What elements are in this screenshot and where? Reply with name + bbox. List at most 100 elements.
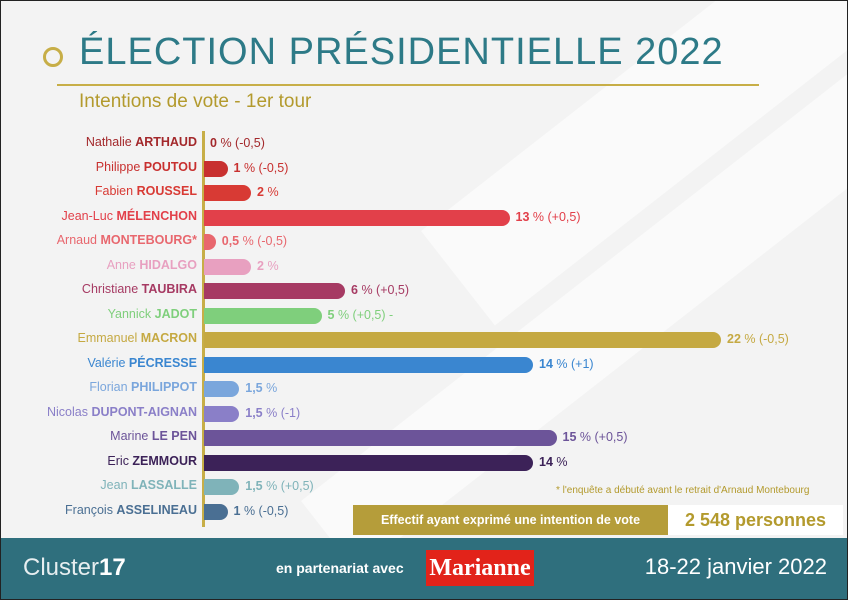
vote-delta: %	[267, 258, 279, 273]
candidate-first-name: Philippe	[95, 159, 144, 174]
vote-bar	[204, 454, 533, 471]
vote-percent: 6	[351, 283, 362, 297]
candidate-first-name: Anne	[106, 257, 140, 272]
candidate-name: François ASSELINEAU	[65, 503, 197, 517]
candidate-name: Valérie PÉCRESSE	[87, 356, 197, 370]
vote-percent: 15	[562, 430, 580, 444]
vote-value: 1,5 %	[245, 381, 277, 395]
vote-bar	[204, 332, 721, 348]
candidate-name: Anne HIDALGO	[107, 258, 197, 272]
candidate-first-name: Marine	[110, 429, 152, 443]
candidate-first-name: Eric	[107, 453, 133, 468]
vote-percent: 5	[327, 307, 338, 322]
candidate-first-name: Jean	[100, 478, 132, 492]
candidate-row: Yannick JADOT 5 % (+0,5) -	[1, 305, 847, 327]
title-marker-icon	[43, 47, 63, 67]
vote-bar	[204, 234, 216, 250]
vote-value: 14 % (+1)	[539, 357, 594, 371]
page-title: ÉLECTION PRÉSIDENTIELLE 2022	[79, 31, 724, 73]
vote-delta: % (-0,5)	[242, 234, 288, 248]
title-rule	[57, 84, 759, 86]
candidate-row: Eric ZEMMOUR 14 %	[1, 452, 847, 474]
vote-value: 2 %	[257, 259, 279, 273]
candidate-row: Jean LASSALLE 1,5 % (+0,5)	[1, 476, 847, 498]
candidate-name: Marine LE PEN	[110, 429, 197, 443]
vote-bar	[204, 405, 240, 422]
candidate-first-name: Jean-Luc	[61, 208, 117, 223]
survey-dates: 18-22 janvier 2022	[644, 554, 827, 579]
candidate-row: Jean-Luc MÉLENCHON 13 % (+0,5)	[1, 207, 847, 229]
sample-size-label: Effectif ayant exprimé une intention de …	[353, 505, 668, 535]
candidate-name: Jean LASSALLE	[100, 478, 197, 492]
vote-bar	[204, 430, 557, 446]
vote-value: 14 %	[539, 455, 568, 469]
candidate-first-name: Yannick	[107, 306, 155, 321]
vote-delta: % (-0,5)	[243, 503, 289, 518]
candidate-row: Emmanuel MACRON 22 % (-0,5)	[1, 329, 847, 351]
candidate-first-name: Valérie	[87, 355, 129, 370]
candidate-last-name: MONTEBOURG*	[100, 233, 197, 247]
vote-delta: % (-0,5)	[243, 160, 289, 175]
candidate-name: Emmanuel MACRON	[78, 331, 197, 345]
vote-bar	[204, 381, 240, 397]
candidate-first-name: Nathalie	[85, 135, 136, 149]
sample-size-value: 2 548 personnes	[684, 510, 827, 530]
candidate-first-name: François	[65, 502, 117, 517]
candidate-name: Yannick JADOT	[108, 307, 197, 321]
vote-delta: % (-0,5)	[220, 136, 265, 150]
candidate-row: Christiane TAUBIRA 6 % (+0,5)	[1, 280, 847, 302]
chart-axis	[202, 131, 205, 527]
vote-delta: % (+0,5)	[532, 209, 581, 224]
vote-percent: 22	[727, 332, 745, 346]
candidate-name: Eric ZEMMOUR	[107, 454, 197, 468]
vote-delta: % (-1)	[266, 405, 301, 420]
candidate-last-name: LE PEN	[151, 429, 197, 443]
sample-size-box: Effectif ayant exprimé une intention de …	[353, 505, 843, 535]
vote-bar	[204, 503, 228, 520]
vote-bar	[204, 258, 251, 275]
vote-delta: % (-0,5)	[744, 332, 789, 346]
footnote: * l'enquête a débuté avant le retrait d'…	[556, 485, 810, 496]
candidate-last-name: ASSELINEAU	[116, 502, 197, 517]
vote-value: 22 % (-0,5)	[727, 332, 789, 346]
vote-percent: 14	[539, 356, 557, 371]
vote-percent: 13	[515, 209, 533, 224]
vote-delta: % (+0,5)	[266, 479, 314, 493]
vote-value: 2 %	[257, 185, 279, 199]
marianne-logo: Marianne	[426, 550, 534, 586]
candidate-row: Philippe POUTOU 1 % (-0,5)	[1, 158, 847, 180]
vote-delta: % (+0,5) -	[337, 307, 394, 322]
candidate-row: Anne HIDALGO 2 %	[1, 256, 847, 278]
vote-percent: 2	[257, 258, 268, 273]
vote-value: 13 % (+0,5)	[516, 210, 581, 224]
candidate-last-name: ARTHAUD	[135, 135, 197, 149]
partner-text: en partenariat avec	[276, 560, 404, 576]
vote-bar	[204, 283, 345, 299]
candidate-row: Florian PHILIPPOT 1,5 %	[1, 378, 847, 400]
vote-delta: %	[556, 454, 568, 469]
vote-bar	[204, 307, 322, 324]
candidate-first-name: Fabien	[94, 184, 137, 198]
page-subtitle: Intentions de vote - 1er tour	[79, 91, 312, 112]
vote-bar	[204, 160, 228, 177]
vote-percent: 1,5	[245, 405, 267, 420]
vote-percent: 0	[210, 136, 221, 150]
candidate-name: Nicolas DUPONT-AIGNAN	[47, 405, 197, 419]
candidate-name: Arnaud MONTEBOURG*	[57, 233, 197, 247]
candidate-row: Nathalie ARTHAUD 0 % (-0,5)	[1, 133, 847, 155]
vote-percent: 2	[257, 185, 268, 199]
candidate-last-name: TAUBIRA	[141, 282, 197, 296]
candidate-name: Jean-Luc MÉLENCHON	[62, 209, 197, 223]
candidate-last-name: POUTOU	[143, 159, 197, 174]
candidate-last-name: PÉCRESSE	[128, 355, 197, 370]
candidate-row: Valérie PÉCRESSE 14 % (+1)	[1, 354, 847, 376]
vote-percent: 1	[233, 503, 244, 518]
vote-percent: 1,5	[245, 381, 267, 395]
footer: Cluster17 en partenariat avec Marianne 1…	[1, 538, 847, 599]
candidate-row: Arnaud MONTEBOURG* 0,5 % (-0,5)	[1, 231, 847, 253]
cluster17-logo: Cluster17	[23, 554, 126, 581]
vote-bar	[204, 356, 533, 373]
candidate-first-name: Nicolas	[46, 404, 92, 419]
vote-value: 6 % (+0,5)	[351, 283, 409, 297]
